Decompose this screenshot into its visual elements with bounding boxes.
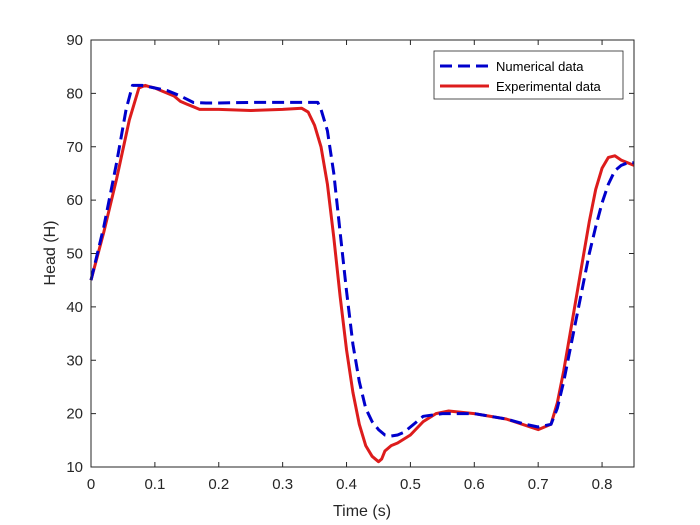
legend-box <box>433 50 624 100</box>
y-tick-label: 60 <box>66 192 83 209</box>
y-tick-label: 40 <box>66 299 83 316</box>
legend-label-numerical: Numerical data <box>496 59 584 74</box>
x-tick-label: 0.6 <box>464 476 485 493</box>
x-axis-label: Time (s) <box>333 503 391 520</box>
x-tick-label: 0.5 <box>400 476 421 493</box>
legend: Numerical data Experimental data <box>433 50 624 100</box>
x-tick-label: 0 <box>87 476 95 493</box>
y-tick-label: 90 <box>66 32 83 49</box>
series-line-experimental <box>89 83 635 464</box>
x-tick-label: 0.1 <box>144 476 165 493</box>
series-line-numerical <box>89 83 634 438</box>
y-tick-label: 80 <box>66 85 83 102</box>
y-tick-label: 10 <box>66 459 83 476</box>
x-tick-label: 0.4 <box>336 476 357 493</box>
ticks-layer: 0 0.1 0.2 0.3 0.4 0.5 0.6 0.7 0.8 10 20 30 40 50 60 70 8… <box>66 32 634 493</box>
x-tick-label: 0.8 <box>592 476 613 493</box>
y-tick-label: 50 <box>66 246 83 263</box>
y-tick-label: 20 <box>66 406 83 423</box>
y-axis-label: Head (H) <box>42 221 59 286</box>
x-tick-label: 0.2 <box>208 476 229 493</box>
series-layer <box>89 83 635 464</box>
plot-area <box>91 40 634 467</box>
x-tick-label: 0.3 <box>272 476 293 493</box>
y-tick-label: 70 <box>66 139 83 156</box>
y-tick-label: 30 <box>66 352 83 369</box>
x-tick-label: 0.7 <box>528 476 549 493</box>
legend-label-experimental: Experimental data <box>496 79 602 94</box>
